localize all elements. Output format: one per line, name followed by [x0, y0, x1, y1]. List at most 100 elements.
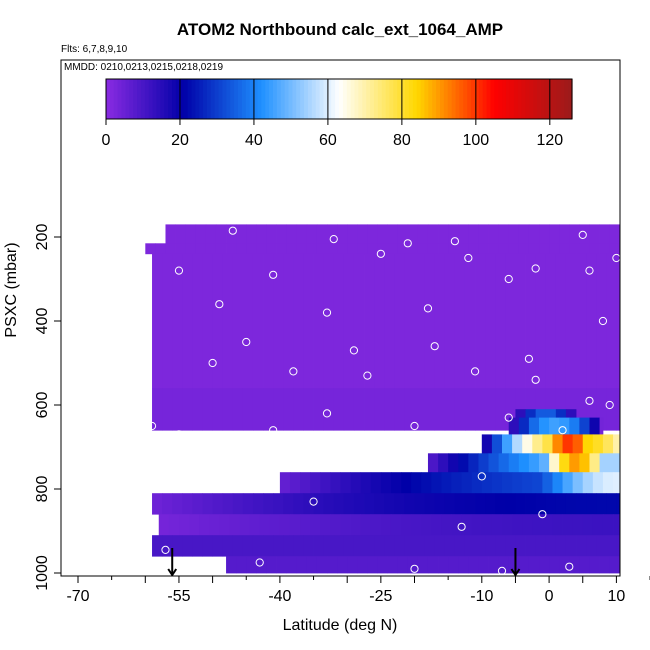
heatmap-cell — [353, 493, 365, 515]
heatmap-cell — [313, 388, 325, 431]
colorbar-segment — [366, 79, 371, 119]
heatmap-cell — [643, 514, 650, 535]
colorbar-segment — [179, 79, 185, 119]
heatmap-cell — [175, 224, 187, 244]
sample-point — [228, 226, 237, 235]
heatmap-cell — [505, 253, 516, 389]
heatmap-cell — [222, 253, 234, 389]
colorbar-segment — [272, 79, 278, 119]
heatmap-cell — [242, 388, 254, 431]
heatmap-cell — [582, 434, 594, 454]
heatmap-cell — [525, 493, 537, 515]
heatmap-cell — [263, 388, 274, 431]
heatmap-cell — [327, 243, 338, 255]
heatmap-cell — [417, 556, 429, 574]
heatmap-cell — [485, 535, 496, 557]
sample-point — [161, 545, 170, 555]
colorbar-segment — [408, 79, 414, 119]
heatmap-cell — [377, 243, 388, 255]
sample-point — [215, 300, 224, 309]
heatmap-cell — [323, 493, 335, 515]
chart-title: ATOM2 Northbound calc_ext_1064_AMP — [177, 20, 503, 39]
sample-point — [309, 497, 318, 506]
heatmap-cell — [431, 472, 442, 494]
heatmap-cell — [212, 535, 224, 557]
heatmap-cell — [458, 556, 469, 574]
colorbar-segment — [525, 79, 530, 119]
heatmap-cell — [199, 514, 210, 536]
sample-point — [410, 564, 419, 573]
heatmap-cell — [491, 434, 503, 454]
heatmap-cell — [165, 224, 176, 244]
heatmap-cell — [579, 417, 590, 435]
heatmap-cell — [549, 224, 560, 244]
sample-point — [174, 430, 184, 439]
heatmap-cell — [414, 493, 425, 515]
heatmap-cell — [343, 253, 355, 389]
heatmap-cell — [488, 453, 500, 473]
heatmap-cell — [495, 535, 506, 557]
heatmap-cell — [202, 388, 213, 431]
colorbar-segment — [269, 79, 274, 119]
heatmap-cell — [549, 556, 560, 574]
x-axis-label: Latitude (deg N) — [283, 617, 398, 634]
heatmap-cell — [259, 514, 271, 536]
colorbar-segment — [311, 79, 317, 119]
heatmap-cell — [498, 556, 510, 574]
colorbar-segment — [191, 79, 196, 119]
heatmap-cell — [461, 514, 473, 536]
heatmap-cell — [586, 388, 597, 431]
heatmap-cell — [542, 514, 553, 536]
heatmap-cell — [542, 472, 553, 494]
colorbar-segment — [241, 79, 247, 119]
heatmap-cell — [384, 253, 395, 389]
heatmap-cell — [279, 472, 291, 494]
heatmap-cell — [589, 556, 600, 574]
heatmap-cell — [572, 514, 584, 536]
heatmap-cell — [528, 417, 540, 435]
heatmap-cell — [347, 224, 358, 244]
heatmap-cell — [296, 243, 308, 255]
heatmap-cell — [498, 224, 510, 244]
colorbar-segment — [203, 79, 208, 119]
colorbar-segment — [513, 79, 519, 119]
heatmap-cell — [320, 472, 331, 494]
heatmap-cell — [172, 535, 183, 557]
sample-point — [585, 266, 594, 275]
flight-arrows — [167, 548, 521, 576]
heatmap-cell — [505, 535, 516, 557]
sample-point — [585, 396, 594, 405]
heatmap-cell — [565, 535, 577, 557]
colorbar-segment — [486, 79, 492, 119]
heatmap-cell — [202, 535, 213, 557]
heatmap-cell — [306, 556, 318, 574]
heatmap-cell — [576, 493, 587, 515]
heatmap-cell — [643, 472, 650, 493]
heatmap-cell — [273, 388, 284, 431]
heatmap-cell — [252, 493, 264, 515]
heatmap-cell — [515, 253, 526, 389]
heatmap-cell — [451, 514, 463, 536]
colorbar-segment — [109, 79, 115, 119]
heatmap-cell — [286, 556, 298, 574]
heatmap-cell — [353, 535, 365, 557]
heatmap-cell — [337, 243, 348, 255]
heatmap-cell — [152, 388, 163, 431]
heatmap-cell — [205, 224, 217, 244]
heatmap-cell — [569, 243, 580, 255]
heatmap-cell — [316, 224, 328, 244]
colorbar-segment — [370, 79, 375, 119]
heatmap-cell — [599, 556, 611, 574]
colorbar-segment — [125, 79, 130, 119]
colorbar-segment — [245, 79, 251, 119]
heatmap-cell — [239, 514, 251, 536]
flight-arrow-head — [167, 568, 178, 576]
heatmap-cell — [411, 514, 422, 536]
heatmap-cell — [602, 514, 614, 536]
heatmap-cell — [165, 243, 176, 255]
colorbar-segment — [560, 79, 565, 119]
heatmap-cell — [485, 493, 496, 515]
heatmap-cell — [488, 224, 500, 244]
sample-point — [410, 421, 419, 431]
sample-point — [269, 426, 278, 435]
